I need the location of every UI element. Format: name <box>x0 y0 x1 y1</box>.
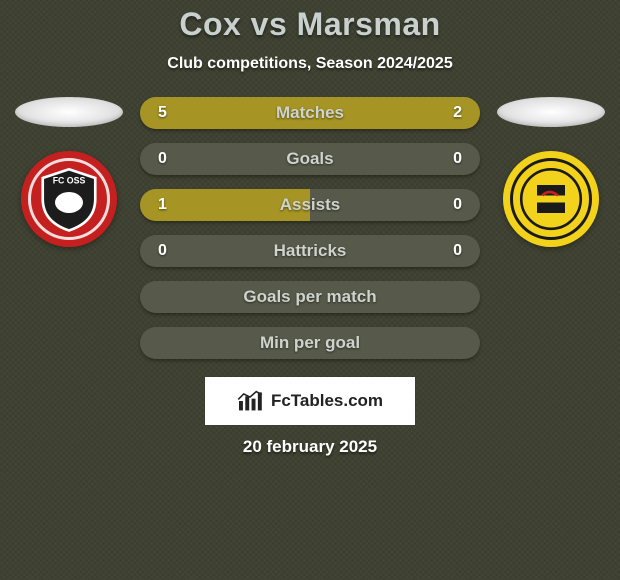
stat-bar: Hattricks0 0 <box>140 235 480 267</box>
stat-bars: Matches52Goals00Assists10Hattricks00Goal… <box>140 97 480 359</box>
stat-bar-left-value: 0 <box>140 235 185 267</box>
team-badge-right-inner <box>510 158 592 240</box>
svg-text:FC OSS: FC OSS <box>53 175 86 185</box>
stat-bar-right-fill <box>381 97 480 129</box>
stat-bar-left-fill <box>140 189 310 221</box>
page-title: Cox vs Marsman <box>0 6 620 43</box>
player-photo-placeholder-right <box>497 97 605 127</box>
shield-icon <box>516 164 586 234</box>
stat-bar-label: Goals <box>140 143 480 175</box>
right-side <box>496 97 606 247</box>
stat-bar-label: Goals per match <box>140 281 480 313</box>
watermark: FcTables.com <box>205 377 415 425</box>
stat-bar-right-value: 0 <box>435 189 480 221</box>
comparison-row: FC OSS Matches52Goals00Assists10Hattrick… <box>0 97 620 359</box>
stat-bar: Goals per match <box>140 281 480 313</box>
stat-bar-label: Hattricks <box>140 235 480 267</box>
stat-bar: Min per goal <box>140 327 480 359</box>
chart-bars-icon <box>237 390 263 412</box>
stat-bar: Goals0 0 <box>140 143 480 175</box>
left-side: FC OSS <box>14 97 124 247</box>
stat-bar-left-value: 0 <box>140 143 185 175</box>
team-badge-left-inner: FC OSS <box>28 158 110 240</box>
stat-bar-label: Min per goal <box>140 327 480 359</box>
stat-bar-right-value: 0 <box>435 235 480 267</box>
stat-bar: Assists10 <box>140 189 480 221</box>
shield-icon: FC OSS <box>34 164 104 234</box>
generated-date: 20 february 2025 <box>0 437 620 457</box>
stat-bar: Matches52 <box>140 97 480 129</box>
subtitle: Club competitions, Season 2024/2025 <box>0 55 620 73</box>
stat-bar-left-fill <box>140 97 381 129</box>
team-badge-left: FC OSS <box>21 151 117 247</box>
team-badge-right <box>503 151 599 247</box>
stat-bar-right-value: 0 <box>435 143 480 175</box>
content-root: Cox vs Marsman Club competitions, Season… <box>0 0 620 457</box>
watermark-text: FcTables.com <box>271 391 383 411</box>
player-photo-placeholder-left <box>15 97 123 127</box>
